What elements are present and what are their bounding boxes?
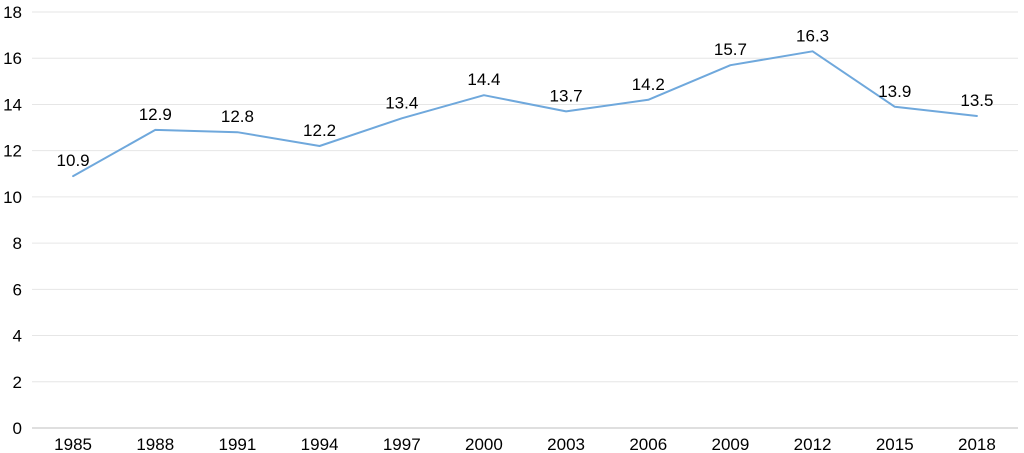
data-label-1997: 13.4 xyxy=(385,93,418,112)
x-axis-tick-labels: 1985 1988 1991 1994 1997 2000 2003 2006 2009 2012… xyxy=(54,435,996,453)
y-tick-label-0: 0 xyxy=(13,419,22,438)
x-tick-label-2000: 2000 xyxy=(465,435,503,453)
x-tick-label-2006: 2006 xyxy=(629,435,667,453)
data-label-2018: 13.5 xyxy=(960,91,993,110)
data-label-2000: 14.4 xyxy=(467,70,500,89)
y-axis-tick-labels: 0 2 4 6 8 10 12 14 16 18 xyxy=(3,3,22,438)
y-tick-label-4: 4 xyxy=(13,327,22,346)
x-tick-label-2003: 2003 xyxy=(547,435,585,453)
y-tick-label-2: 2 xyxy=(13,373,22,392)
x-tick-label-2015: 2015 xyxy=(876,435,914,453)
x-tick-label-2018: 2018 xyxy=(958,435,996,453)
data-label-2015: 13.9 xyxy=(878,82,911,101)
grid-lines xyxy=(32,11,1018,383)
data-label-1988: 12.9 xyxy=(139,105,172,124)
x-tick-label-1991: 1991 xyxy=(219,435,257,453)
y-tick-label-10: 10 xyxy=(3,188,22,207)
data-label-1994: 12.2 xyxy=(303,121,336,140)
data-labels: 10.9 12.9 12.8 12.2 13.4 14.4 13.7 14.2 15.7 16.3… xyxy=(57,26,994,170)
x-tick-label-1985: 1985 xyxy=(54,435,92,453)
data-label-2006: 14.2 xyxy=(632,75,665,94)
y-tick-label-12: 12 xyxy=(3,142,22,161)
data-label-2003: 13.7 xyxy=(550,86,583,105)
data-label-2012: 16.3 xyxy=(796,26,829,45)
y-tick-label-16: 16 xyxy=(3,49,22,68)
x-tick-label-1997: 1997 xyxy=(383,435,421,453)
data-points xyxy=(72,51,978,177)
x-tick-label-2009: 2009 xyxy=(712,435,750,453)
data-label-1991: 12.8 xyxy=(221,107,254,126)
y-tick-label-6: 6 xyxy=(13,280,22,299)
x-tick-label-2012: 2012 xyxy=(794,435,832,453)
y-tick-label-18: 18 xyxy=(3,3,22,22)
x-tick-label-1994: 1994 xyxy=(301,435,339,453)
y-tick-label-8: 8 xyxy=(13,234,22,253)
series-group xyxy=(72,50,978,178)
data-label-1985: 10.9 xyxy=(57,151,90,170)
x-tick-label-1988: 1988 xyxy=(136,435,174,453)
y-tick-label-14: 14 xyxy=(3,95,22,114)
series-line xyxy=(72,50,978,178)
data-label-2009: 15.7 xyxy=(714,40,747,59)
